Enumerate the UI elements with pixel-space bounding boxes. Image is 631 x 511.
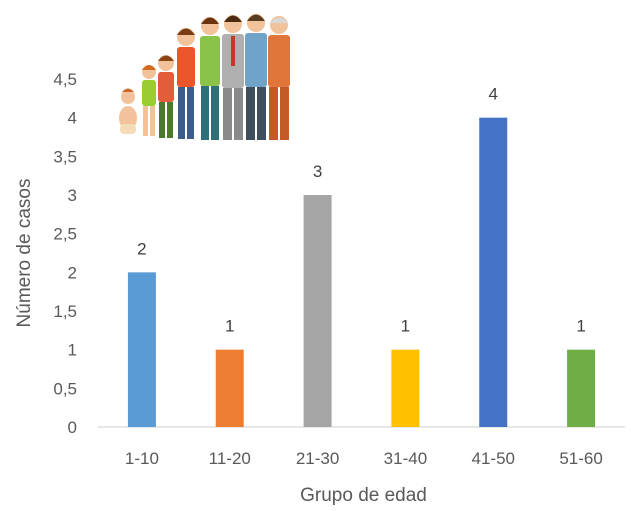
x-tick-label: 1-10 xyxy=(125,449,159,468)
bar-21-30 xyxy=(303,195,332,427)
bar-51-60 xyxy=(567,349,596,427)
x-tick-label: 51-60 xyxy=(559,449,602,468)
x-tick-label: 31-40 xyxy=(384,449,427,468)
bar-11-20 xyxy=(215,349,244,427)
y-tick-label: 4 xyxy=(68,109,77,128)
data-labels: 2 1 3 1 4 1 xyxy=(137,85,586,336)
x-tick-label: 41-50 xyxy=(472,449,515,468)
people-ages-illustration xyxy=(119,14,290,140)
data-label-31-40: 1 xyxy=(401,317,410,336)
y-tick-label: 3,5 xyxy=(53,147,77,166)
data-label-11-20: 1 xyxy=(225,317,234,336)
x-tick-label: 11-20 xyxy=(209,449,251,468)
data-label-21-30: 3 xyxy=(313,162,322,181)
y-axis-title: Número de casos xyxy=(14,179,35,328)
bar-1-10 xyxy=(127,272,156,427)
data-label-51-60: 1 xyxy=(576,317,585,336)
data-label-1-10: 2 xyxy=(137,239,146,258)
y-tick-label: 0 xyxy=(68,418,77,437)
bar-31-40 xyxy=(391,349,420,427)
y-tick-label: 1,5 xyxy=(53,302,77,321)
y-tick-label: 2,5 xyxy=(53,225,77,244)
x-tick-label: 21-30 xyxy=(296,449,339,468)
y-axis-ticks: 0 0,5 1 1,5 2 2,5 3 3,5 4 4,5 xyxy=(53,70,77,437)
x-axis-ticks: 1-10 11-20 21-30 31-40 41-50 51-60 xyxy=(125,449,603,468)
bar-41-50 xyxy=(479,117,508,428)
y-tick-label: 4,5 xyxy=(53,70,77,89)
y-tick-label: 1 xyxy=(68,341,77,360)
x-axis-title: Grupo de edad xyxy=(300,485,427,506)
y-tick-label: 3 xyxy=(68,186,77,205)
data-label-41-50: 4 xyxy=(489,85,498,104)
bars xyxy=(127,117,596,428)
y-tick-label: 0,5 xyxy=(53,379,77,398)
y-tick-label: 2 xyxy=(68,263,77,282)
